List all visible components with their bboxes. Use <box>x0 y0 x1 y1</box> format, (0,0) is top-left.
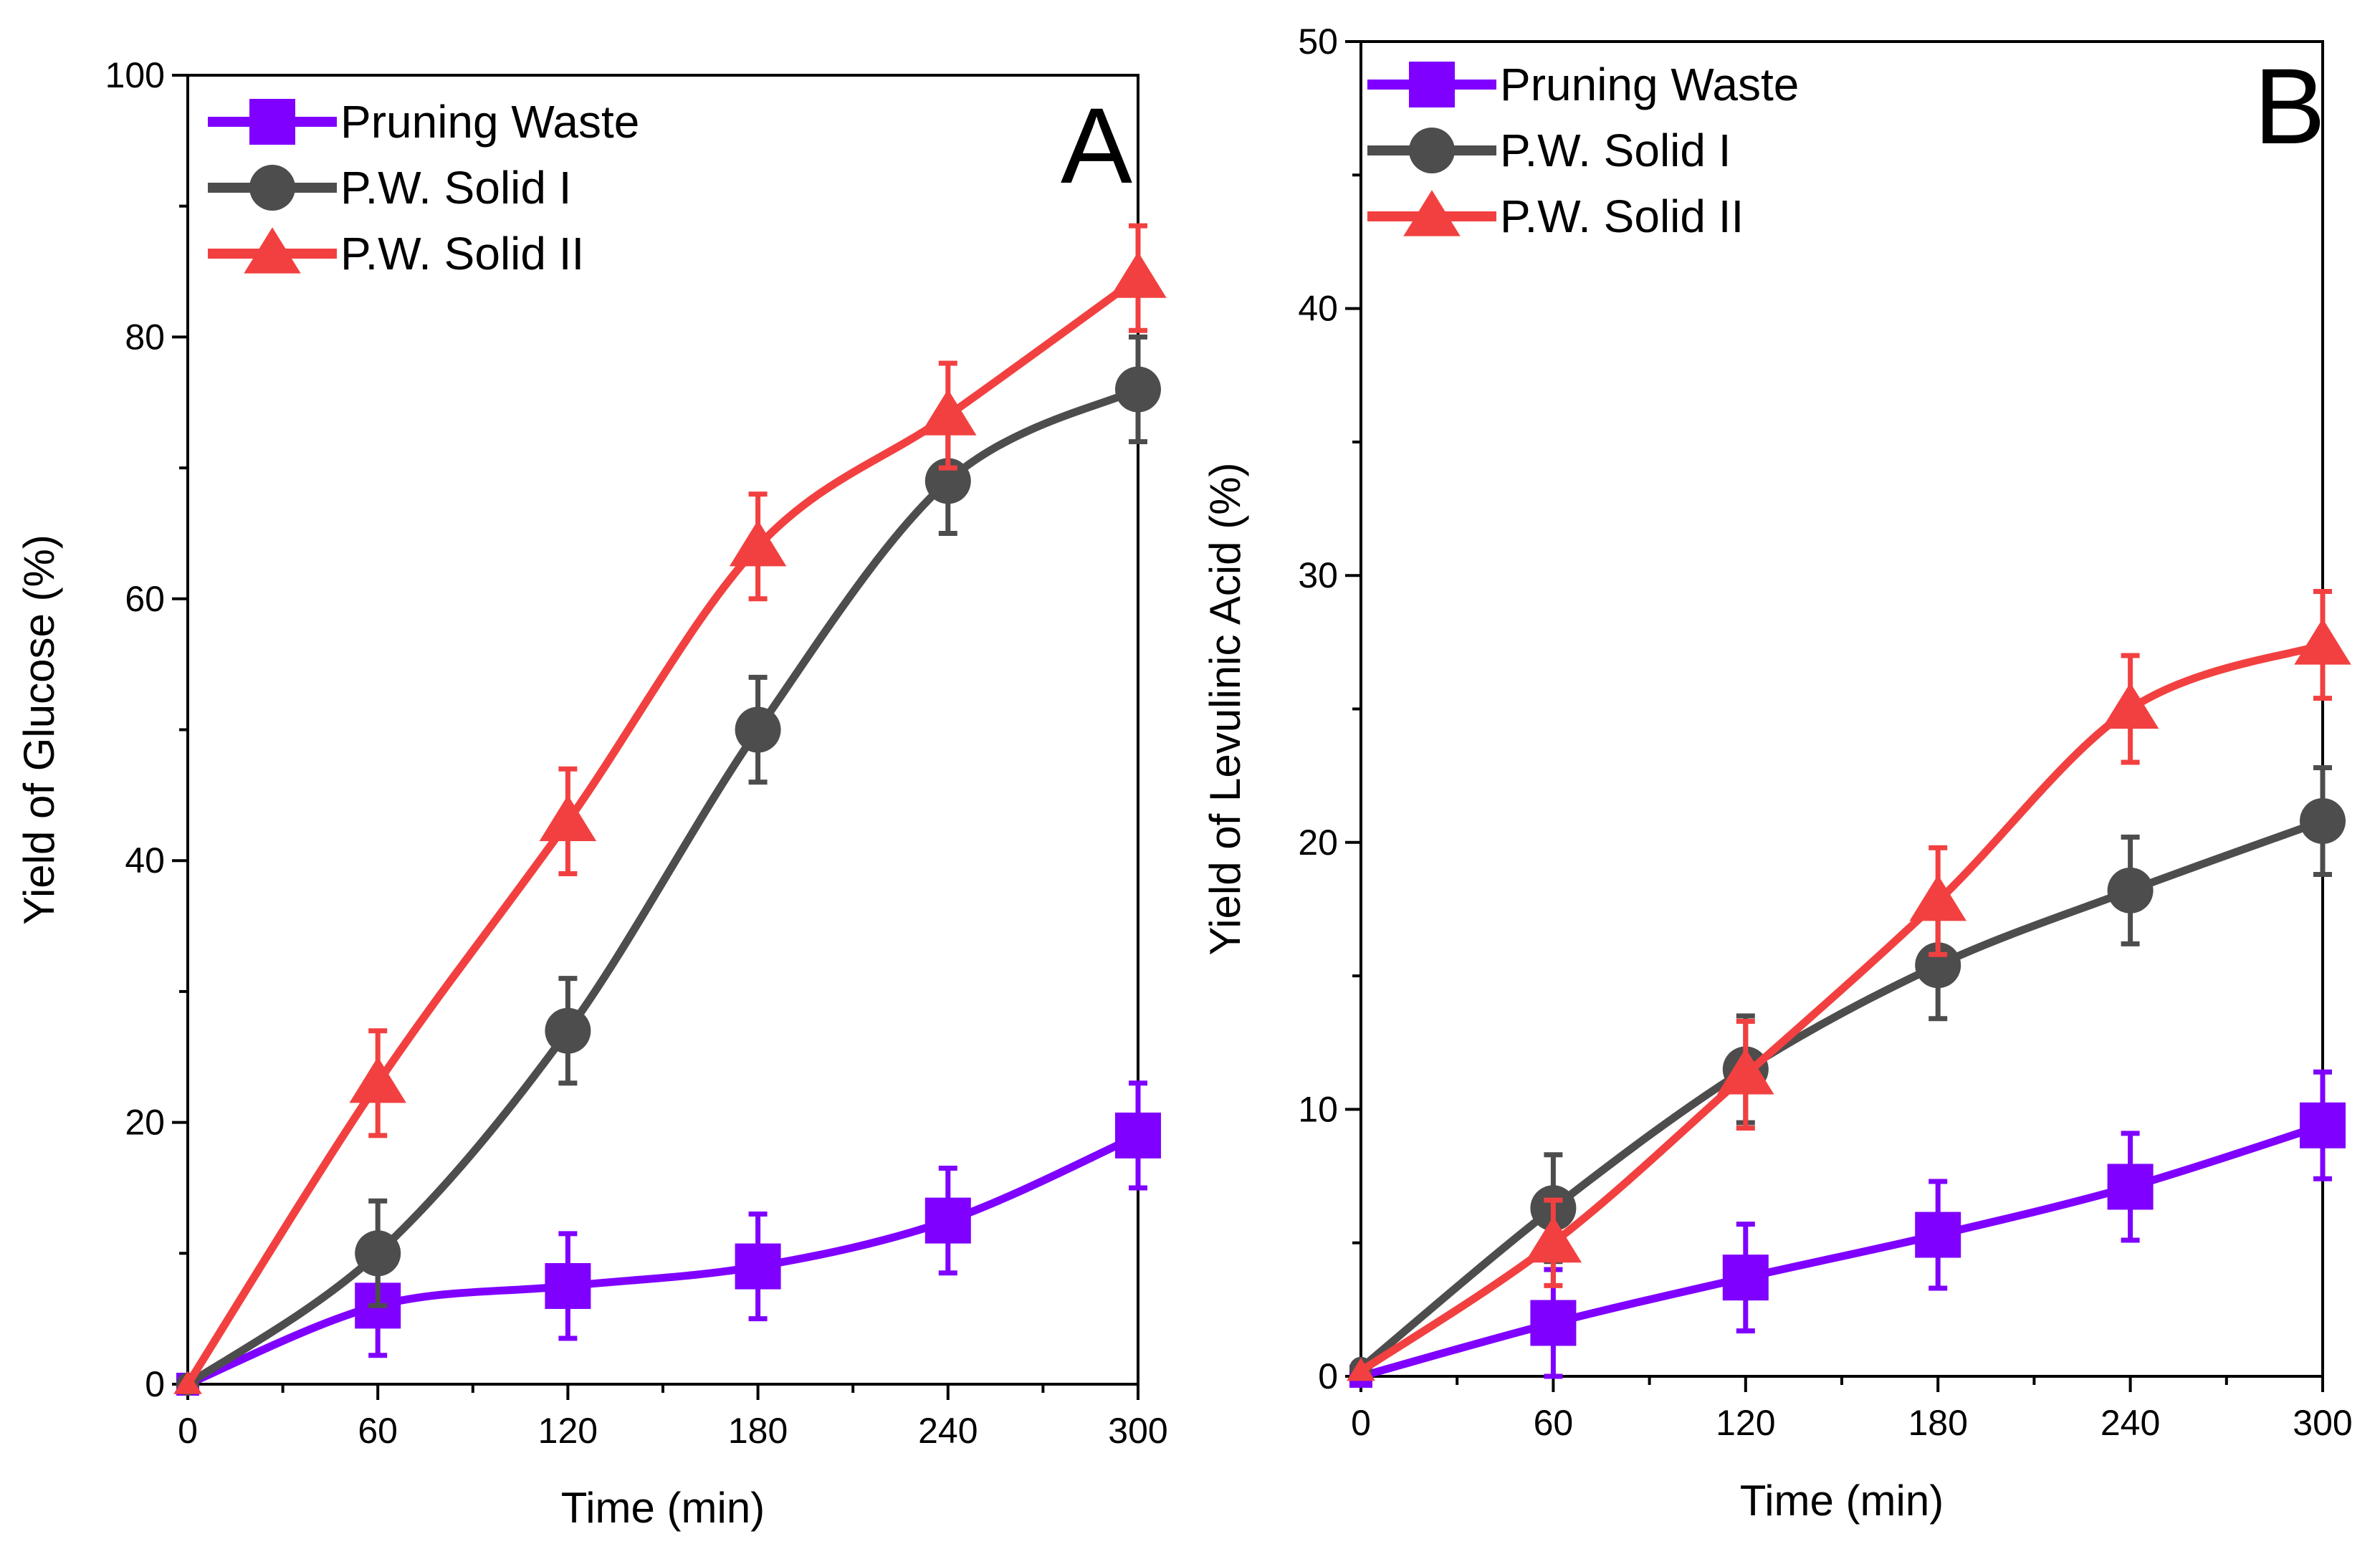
data-point <box>1347 1358 1375 1381</box>
data-point <box>735 1243 781 1290</box>
series-line <box>183 385 1142 1388</box>
y-tick-label: 50 <box>1298 21 1338 62</box>
legend-marker <box>1409 128 1455 173</box>
x-tick-label: 240 <box>2101 1403 2160 1443</box>
x-tick-label: 180 <box>728 1411 788 1451</box>
y-tick-label: 40 <box>125 840 165 881</box>
plot-frame <box>186 74 1139 1386</box>
data-point <box>1722 1255 1769 1301</box>
legend-label: Pruning Waste <box>1500 59 1799 110</box>
y-tick-label: 0 <box>1318 1356 1338 1396</box>
legend-entry: P.W. Solid II <box>1367 190 1744 242</box>
series-p-w-solid-i <box>1349 764 2346 1380</box>
data-point <box>735 706 781 753</box>
x-tick-label: 300 <box>1108 1411 1167 1451</box>
panel-letter: A <box>1061 85 1132 206</box>
series-line <box>1357 817 2327 1373</box>
data-point <box>924 458 971 504</box>
legend-entry: P.W. Solid II <box>208 227 584 279</box>
data-point <box>1524 1216 1582 1263</box>
x-tick-label: 60 <box>358 1411 398 1451</box>
y-tick-label: 100 <box>105 55 165 95</box>
y-tick-label: 30 <box>1298 555 1338 595</box>
legend-label: Pruning Waste <box>340 96 639 148</box>
data-point <box>2294 618 2351 665</box>
y-tick-label: 80 <box>125 317 165 357</box>
series-line <box>1357 641 2327 1376</box>
panel-a: 0 60 120 180 240 300 0 20 40 60 80 100 Time (min) Yie… <box>15 55 1168 1532</box>
data-point <box>729 519 787 567</box>
data-point <box>1915 942 1961 989</box>
series-p-w-solid-i <box>176 334 1161 1396</box>
data-point <box>2101 682 2159 729</box>
data-point <box>1915 1212 1961 1258</box>
y-axis-title: Yield of Glucose (%) <box>15 534 63 925</box>
series-p-w-solid-ii <box>173 223 1167 1394</box>
y-tick-label: 0 <box>145 1364 165 1404</box>
data-point <box>1717 1048 1774 1095</box>
y-tick-label: 60 <box>125 579 165 619</box>
legend-marker <box>249 99 295 145</box>
data-point <box>539 795 597 841</box>
y-tick-label: 40 <box>1298 289 1338 329</box>
x-tick-label: 0 <box>178 1411 198 1451</box>
legend-label: P.W. Solid II <box>1500 191 1744 242</box>
y-tick-label: 20 <box>1298 822 1338 863</box>
x-tick-label: 120 <box>538 1411 598 1451</box>
x-tick-label: 180 <box>1908 1403 1967 1443</box>
data-point <box>2300 797 2346 844</box>
legend-entry: P.W. Solid I <box>1367 125 1731 176</box>
data-point <box>1530 1300 1577 1346</box>
legend-label: P.W. Solid II <box>340 228 584 279</box>
x-axis-title: Time (min) <box>1740 1477 1944 1525</box>
data-point <box>1909 874 1966 921</box>
legend-marker <box>1409 62 1455 107</box>
x-axis-title: Time (min) <box>561 1484 765 1532</box>
series-p-w-solid-ii <box>1347 589 2351 1381</box>
data-point <box>545 1007 591 1054</box>
data-point <box>2107 867 2154 913</box>
x-tick-label: 240 <box>918 1411 978 1451</box>
x-tick-label: 300 <box>2293 1403 2352 1443</box>
data-point <box>1115 1112 1161 1159</box>
legend-entry: Pruning Waste <box>1367 59 1799 110</box>
y-tick-label: 20 <box>125 1103 165 1143</box>
series-line <box>183 1131 1142 1388</box>
data-point <box>349 1056 406 1103</box>
legend-marker <box>249 165 295 211</box>
data-point <box>924 1197 971 1244</box>
legend-entry: P.W. Solid I <box>208 162 572 214</box>
legend-marker <box>244 227 301 274</box>
data-point <box>2107 1164 2154 1210</box>
data-point <box>545 1262 591 1309</box>
series-line <box>1357 1121 2327 1381</box>
data-point <box>1109 251 1167 298</box>
data-point <box>2300 1102 2346 1148</box>
x-tick-label: 120 <box>1716 1403 1775 1443</box>
legend-entry: Pruning Waste <box>208 96 639 148</box>
legend-marker <box>1403 190 1461 236</box>
data-point <box>355 1230 401 1277</box>
y-axis-title: Yield of Levulinic Acid (%) <box>1201 462 1249 955</box>
panel-b: 0 60 120 180 240 300 0 10 20 30 40 50 Time (min) Yiel… <box>1201 21 2353 1525</box>
series-pruning-waste <box>1349 1069 2346 1388</box>
series-pruning-waste <box>176 1080 1161 1396</box>
x-tick-label: 0 <box>1351 1403 1371 1443</box>
data-point <box>173 1371 202 1394</box>
legend-label: P.W. Solid I <box>340 162 572 214</box>
data-point <box>1115 366 1161 413</box>
x-tick-label: 60 <box>1534 1403 1574 1443</box>
data-point <box>919 389 977 436</box>
panel-letter: B <box>2254 46 2326 166</box>
y-tick-label: 10 <box>1298 1089 1338 1129</box>
legend-label: P.W. Solid I <box>1500 125 1731 176</box>
